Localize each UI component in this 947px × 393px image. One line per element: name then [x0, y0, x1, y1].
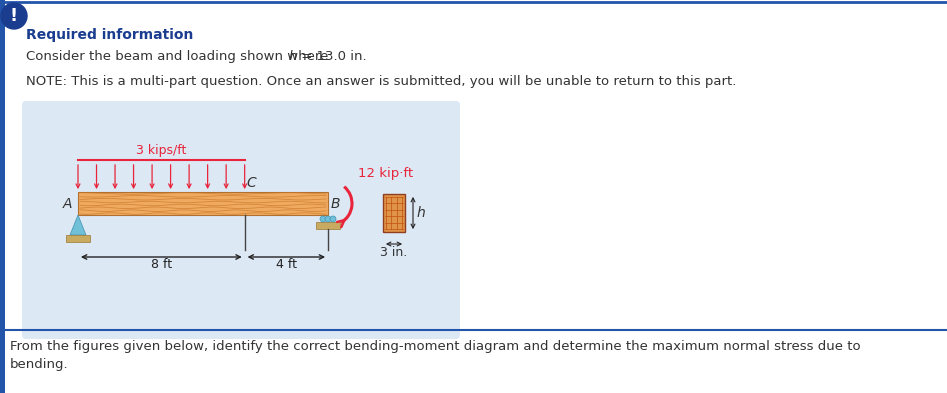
- Text: A: A: [63, 196, 72, 211]
- Polygon shape: [70, 215, 86, 235]
- Text: h: h: [289, 50, 297, 63]
- Text: 3 in.: 3 in.: [381, 246, 407, 259]
- Bar: [316, 222, 340, 229]
- Bar: [66, 235, 90, 242]
- Text: NOTE: This is a multi-part question. Once an answer is submitted, you will be un: NOTE: This is a multi-part question. Onc…: [26, 75, 737, 88]
- Text: From the figures given below, identify the correct bending-moment diagram and de: From the figures given below, identify t…: [10, 340, 861, 353]
- Text: Consider the beam and loading shown where: Consider the beam and loading shown wher…: [26, 50, 332, 63]
- FancyBboxPatch shape: [22, 101, 460, 339]
- Circle shape: [330, 216, 336, 222]
- Text: 4 ft: 4 ft: [276, 258, 296, 271]
- Text: = 13.0 in.: = 13.0 in.: [297, 50, 366, 63]
- Text: C: C: [246, 176, 257, 190]
- Bar: [0, 0, 5, 393]
- Circle shape: [1, 3, 27, 29]
- Text: !: !: [9, 7, 18, 25]
- Text: B: B: [331, 196, 341, 211]
- Text: 3 kips/ft: 3 kips/ft: [136, 144, 187, 157]
- Text: 12 kip·ft: 12 kip·ft: [358, 167, 413, 180]
- Circle shape: [325, 216, 331, 222]
- Text: Required information: Required information: [26, 28, 193, 42]
- Bar: [383, 194, 405, 232]
- Text: bending.: bending.: [10, 358, 68, 371]
- Circle shape: [320, 216, 326, 222]
- Text: h: h: [417, 206, 426, 220]
- Text: 8 ft: 8 ft: [151, 258, 172, 271]
- Bar: [78, 192, 328, 215]
